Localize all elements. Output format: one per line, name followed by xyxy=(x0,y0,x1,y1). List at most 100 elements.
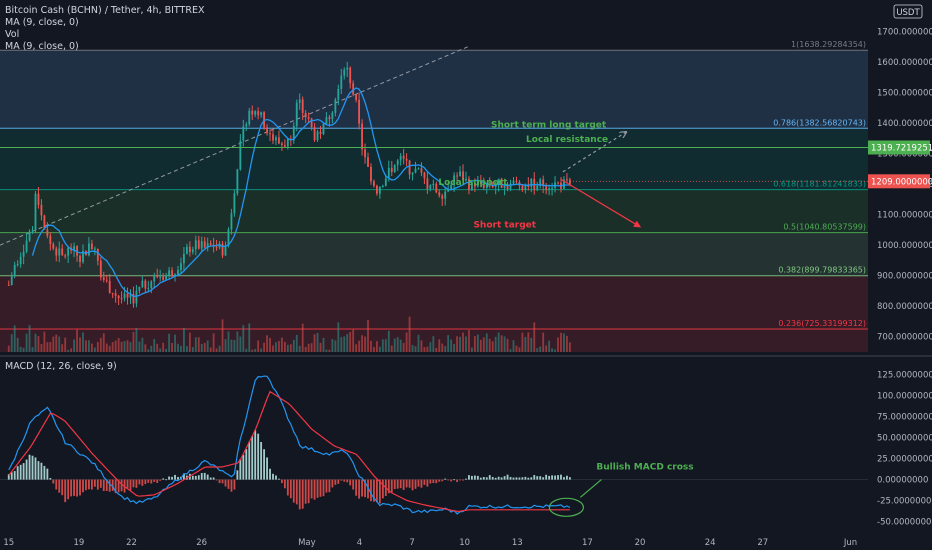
candle-body xyxy=(411,172,414,175)
candle-body xyxy=(542,179,545,187)
macd-histogram-bar xyxy=(233,479,236,490)
volume-bar xyxy=(40,343,43,352)
candle-body xyxy=(364,149,366,158)
volume-bar xyxy=(212,333,215,352)
price-tick-label: 1700.00000000 xyxy=(877,27,932,37)
volume-bar xyxy=(239,336,242,352)
macd-histogram-bar xyxy=(272,473,274,480)
ma-legend-2: MA (9, close, 0) xyxy=(5,41,79,52)
volume-bar xyxy=(275,342,277,352)
candle-body xyxy=(301,99,304,113)
volume-bar xyxy=(545,345,548,352)
volume-bar xyxy=(171,342,173,352)
macd-histogram-bar xyxy=(420,479,423,488)
fib-label-1: 1(1638.29284354) xyxy=(791,40,866,49)
volume-bar xyxy=(19,346,22,352)
candle-body xyxy=(144,280,147,289)
candle-body xyxy=(183,253,185,264)
candle-body xyxy=(129,294,132,298)
candle-body xyxy=(429,185,432,189)
candle-body xyxy=(230,213,233,230)
candle-body xyxy=(358,99,361,124)
volume-bar xyxy=(298,345,301,352)
macd-histogram-bar xyxy=(453,479,456,481)
macd-tick-label: 0.00000000 xyxy=(877,476,928,486)
volume-bar xyxy=(376,341,378,352)
candle-body xyxy=(132,294,135,304)
volume-bar xyxy=(70,348,73,352)
currency-badge[interactable]: USDT xyxy=(893,4,923,19)
volume-bar xyxy=(272,345,274,352)
volume-bar xyxy=(254,348,257,352)
macd-histogram-bar xyxy=(10,472,13,480)
volume-bar xyxy=(191,347,194,352)
macd-histogram-bar xyxy=(316,479,319,498)
macd-histogram-bar xyxy=(566,475,568,480)
candle-body xyxy=(349,67,352,84)
volume-bar xyxy=(462,332,464,352)
chart-title: Bitcoin Cash (BCHN) / Tether, 4h, BITTRE… xyxy=(5,5,205,16)
volume-bar xyxy=(328,349,331,352)
volume-bar xyxy=(334,340,337,352)
volume-bar xyxy=(468,330,470,352)
volume-bar xyxy=(209,347,212,352)
candle-body xyxy=(420,168,423,173)
volume-bar xyxy=(150,345,153,352)
macd-histogram-bar xyxy=(141,479,144,486)
candle-body xyxy=(22,251,25,257)
volume-bar xyxy=(174,334,176,352)
candle-body xyxy=(28,231,31,241)
macd-tick-label: 125.00000000 xyxy=(877,371,932,381)
volume-bar xyxy=(138,341,141,352)
candle-body xyxy=(515,180,518,182)
macd-histogram-bar xyxy=(512,477,515,480)
candle-body xyxy=(64,255,67,257)
volume-bar xyxy=(233,340,236,352)
volume-bar xyxy=(390,345,393,352)
volume-bar xyxy=(102,333,105,352)
macd-histogram-bar xyxy=(405,479,408,488)
volume-bar xyxy=(52,336,55,352)
volume-bar xyxy=(358,340,361,352)
time-axis[interactable]: 15 19 22 26 May 4 7 10 13 17 20 24 27 Jun xyxy=(3,538,857,548)
volume-bar xyxy=(278,341,280,352)
candle-body xyxy=(52,244,55,249)
volume-bar xyxy=(512,340,515,352)
volume-bar xyxy=(90,343,93,352)
candle-body xyxy=(135,290,138,304)
volume-bar xyxy=(542,332,545,352)
trendline[interactable] xyxy=(0,46,469,246)
candle-body xyxy=(272,134,274,141)
macd-histogram-bar xyxy=(114,479,117,494)
volume-bar xyxy=(25,333,28,352)
time-tick-label: 27 xyxy=(757,538,768,548)
candle-body xyxy=(441,195,444,199)
volume-bar xyxy=(396,337,399,352)
volume-bar xyxy=(450,339,453,352)
volume-bar xyxy=(117,338,120,352)
macd-histogram-bar xyxy=(542,477,545,480)
candle-body xyxy=(298,99,301,103)
candle-body xyxy=(248,110,251,125)
candle-body xyxy=(313,127,316,141)
macd-histogram-bar xyxy=(352,479,355,490)
macd-histogram-bar xyxy=(438,479,441,482)
fib-label-0.382: 0.382(899.79833365) xyxy=(778,266,866,275)
volume-bar xyxy=(88,340,90,352)
macd-histogram-bar xyxy=(85,479,87,491)
macd-histogram-bar xyxy=(482,477,485,480)
candle-body xyxy=(423,172,426,179)
volume-bar xyxy=(539,346,542,352)
candle-body xyxy=(316,131,319,141)
macd-histogram-bar xyxy=(399,479,402,489)
annotation-text: Local support xyxy=(438,178,508,188)
macd-histogram-bar xyxy=(491,476,494,480)
candle-body xyxy=(61,248,64,256)
volume-bar xyxy=(557,337,559,352)
ma-legend-1: MA (9, close, 0) xyxy=(5,17,79,28)
candle-body xyxy=(58,248,61,256)
trendline-segment xyxy=(0,46,469,246)
candle-body xyxy=(512,180,515,184)
candle-body xyxy=(16,264,19,266)
candle-body xyxy=(393,164,396,173)
